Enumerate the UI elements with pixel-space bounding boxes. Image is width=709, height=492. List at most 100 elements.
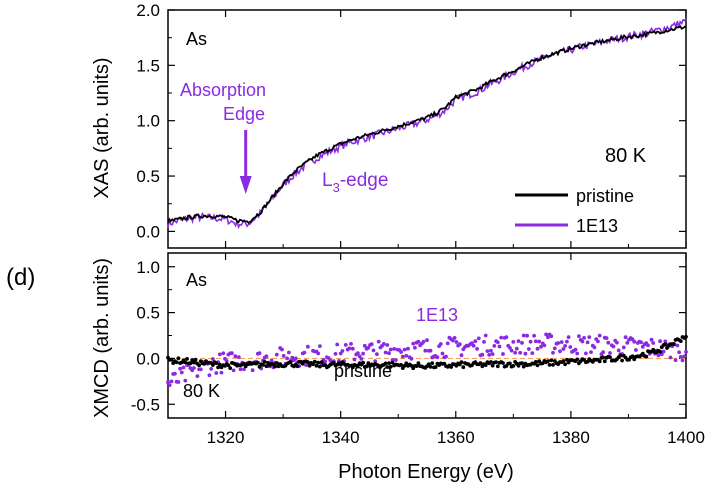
xmcd-point-1e13 — [546, 335, 550, 340]
xmcd-point-pristine — [672, 342, 676, 347]
xmcd-point-1e13 — [499, 335, 504, 340]
xmcd-point-pristine — [312, 359, 317, 364]
xmcd-point-1e13 — [281, 354, 286, 358]
xmcd-point-pristine — [684, 334, 688, 339]
xmcd-panel: 1320 1340 1360 1380 1400 -0.5 0.0 0.5 1.0 As 80 … — [91, 252, 705, 447]
xmcd-point-1e13 — [589, 350, 593, 354]
xmcd-point-1e13 — [224, 359, 229, 363]
xmcd-point-1e13 — [293, 356, 298, 361]
xmcd-point-pristine — [387, 361, 391, 365]
xmcd-point-pristine — [316, 360, 321, 365]
x-axis-label: Photon Energy (eV) — [338, 461, 514, 483]
absorption-edge-label-line2: Edge — [223, 104, 265, 124]
xmcd-point-1e13 — [533, 339, 538, 344]
absorption-edge-label-line1: Absorption — [180, 80, 266, 100]
xmcd-point-1e13 — [350, 346, 355, 351]
xmcd-point-1e13 — [561, 347, 566, 351]
xmcd-point-1e13 — [527, 347, 531, 351]
xmcd-point-1e13 — [413, 345, 417, 350]
xmcd-point-1e13 — [416, 339, 421, 344]
xmcd-point-1e13 — [233, 354, 238, 359]
xmcd-point-1e13 — [542, 343, 547, 348]
xmcd-point-1e13 — [167, 383, 172, 387]
xmcd-point-pristine — [193, 357, 198, 362]
xmcd-point-1e13 — [497, 344, 502, 349]
xmcd-point-pristine — [494, 360, 498, 364]
xmcd-point-1e13 — [504, 335, 509, 340]
xmcd-point-1e13 — [552, 346, 557, 351]
xmcd-point-1e13 — [280, 347, 284, 352]
xmcd-point-1e13 — [457, 342, 462, 347]
xmcd-point-pristine — [226, 363, 231, 368]
xmcd-x-tick-label: 1360 — [437, 428, 475, 447]
xmcd-point-1e13 — [520, 341, 524, 345]
xmcd-point-1e13 — [621, 345, 626, 350]
xmcd-point-1e13 — [421, 339, 426, 344]
xmcd-point-1e13 — [597, 333, 602, 338]
xmcd-point-1e13 — [523, 351, 528, 356]
xmcd-point-1e13 — [179, 370, 184, 375]
xmcd-point-1e13 — [361, 351, 365, 356]
xmcd-point-1e13 — [485, 349, 490, 353]
xmcd-point-1e13 — [444, 354, 448, 359]
xmcd-x-tick-label: 1380 — [552, 428, 590, 447]
xmcd-x-tick-label: 1320 — [207, 428, 245, 447]
xmcd-point-1e13 — [316, 351, 321, 356]
legend-label-pristine: pristine — [576, 186, 634, 206]
xmcd-point-1e13 — [544, 332, 548, 337]
xmcd-point-1e13 — [551, 350, 555, 355]
xmcd-point-1e13 — [375, 352, 379, 356]
xmcd-point-1e13 — [684, 350, 688, 354]
xmcd-point-1e13 — [369, 342, 374, 347]
xmcd-point-1e13 — [582, 336, 586, 340]
xmcd-point-1e13 — [406, 346, 410, 351]
xmcd-point-pristine — [546, 359, 550, 363]
xmcd-point-1e13 — [682, 354, 687, 359]
xmcd-y-tick-label: -0.5 — [131, 395, 160, 414]
xmcd-point-1e13 — [388, 347, 393, 352]
xmcd-point-pristine — [630, 354, 635, 359]
xmcd-point-pristine — [197, 363, 202, 368]
xmcd-point-1e13 — [169, 379, 174, 384]
xmcd-point-1e13 — [649, 337, 654, 342]
xmcd-point-pristine — [361, 360, 365, 365]
xmcd-point-1e13 — [604, 336, 609, 340]
xmcd-point-1e13 — [383, 350, 388, 355]
xmcd-point-pristine — [255, 360, 260, 365]
xmcd-point-1e13 — [238, 367, 243, 372]
xmcd-point-1e13 — [483, 333, 488, 338]
xmcd-point-1e13 — [390, 358, 395, 362]
xmcd-point-pristine — [314, 363, 319, 368]
xmcd-point-1e13 — [514, 346, 519, 351]
xas-y-tick-label: 1.5 — [136, 56, 160, 75]
xmcd-point-1e13 — [482, 340, 486, 344]
xmcd-point-1e13 — [556, 341, 561, 345]
xmcd-point-1e13 — [392, 347, 397, 351]
xmcd-point-1e13 — [521, 333, 526, 338]
xmcd-point-pristine — [547, 363, 552, 367]
xmcd-point-1e13 — [558, 349, 562, 354]
xmcd-point-1e13 — [323, 359, 327, 364]
xmcd-series — [166, 332, 688, 387]
xmcd-point-pristine — [533, 360, 538, 364]
xmcd-point-1e13 — [573, 347, 578, 352]
xmcd-point-pristine — [169, 357, 174, 362]
xmcd-point-1e13 — [489, 348, 493, 353]
xas-line-pristine — [167, 25, 687, 225]
xmcd-point-1e13 — [304, 363, 308, 367]
xmcd-point-1e13 — [563, 344, 567, 348]
xmcd-point-1e13 — [516, 339, 521, 343]
xmcd-point-1e13 — [394, 358, 398, 362]
xmcd-point-1e13 — [347, 346, 352, 351]
xmcd-point-pristine — [383, 361, 388, 366]
xmcd-point-1e13 — [352, 357, 357, 362]
xmcd-point-pristine — [601, 355, 605, 360]
xmcd-point-1e13 — [264, 354, 269, 359]
xmcd-point-1e13 — [678, 355, 683, 359]
xmcd-point-pristine — [228, 366, 233, 370]
xmcd-point-1e13 — [601, 350, 605, 355]
xmcd-point-1e13 — [230, 351, 234, 356]
xas-y-tick-label: 2.0 — [136, 1, 160, 20]
xmcd-point-pristine — [174, 360, 179, 365]
xmcd-point-1e13 — [181, 365, 186, 370]
